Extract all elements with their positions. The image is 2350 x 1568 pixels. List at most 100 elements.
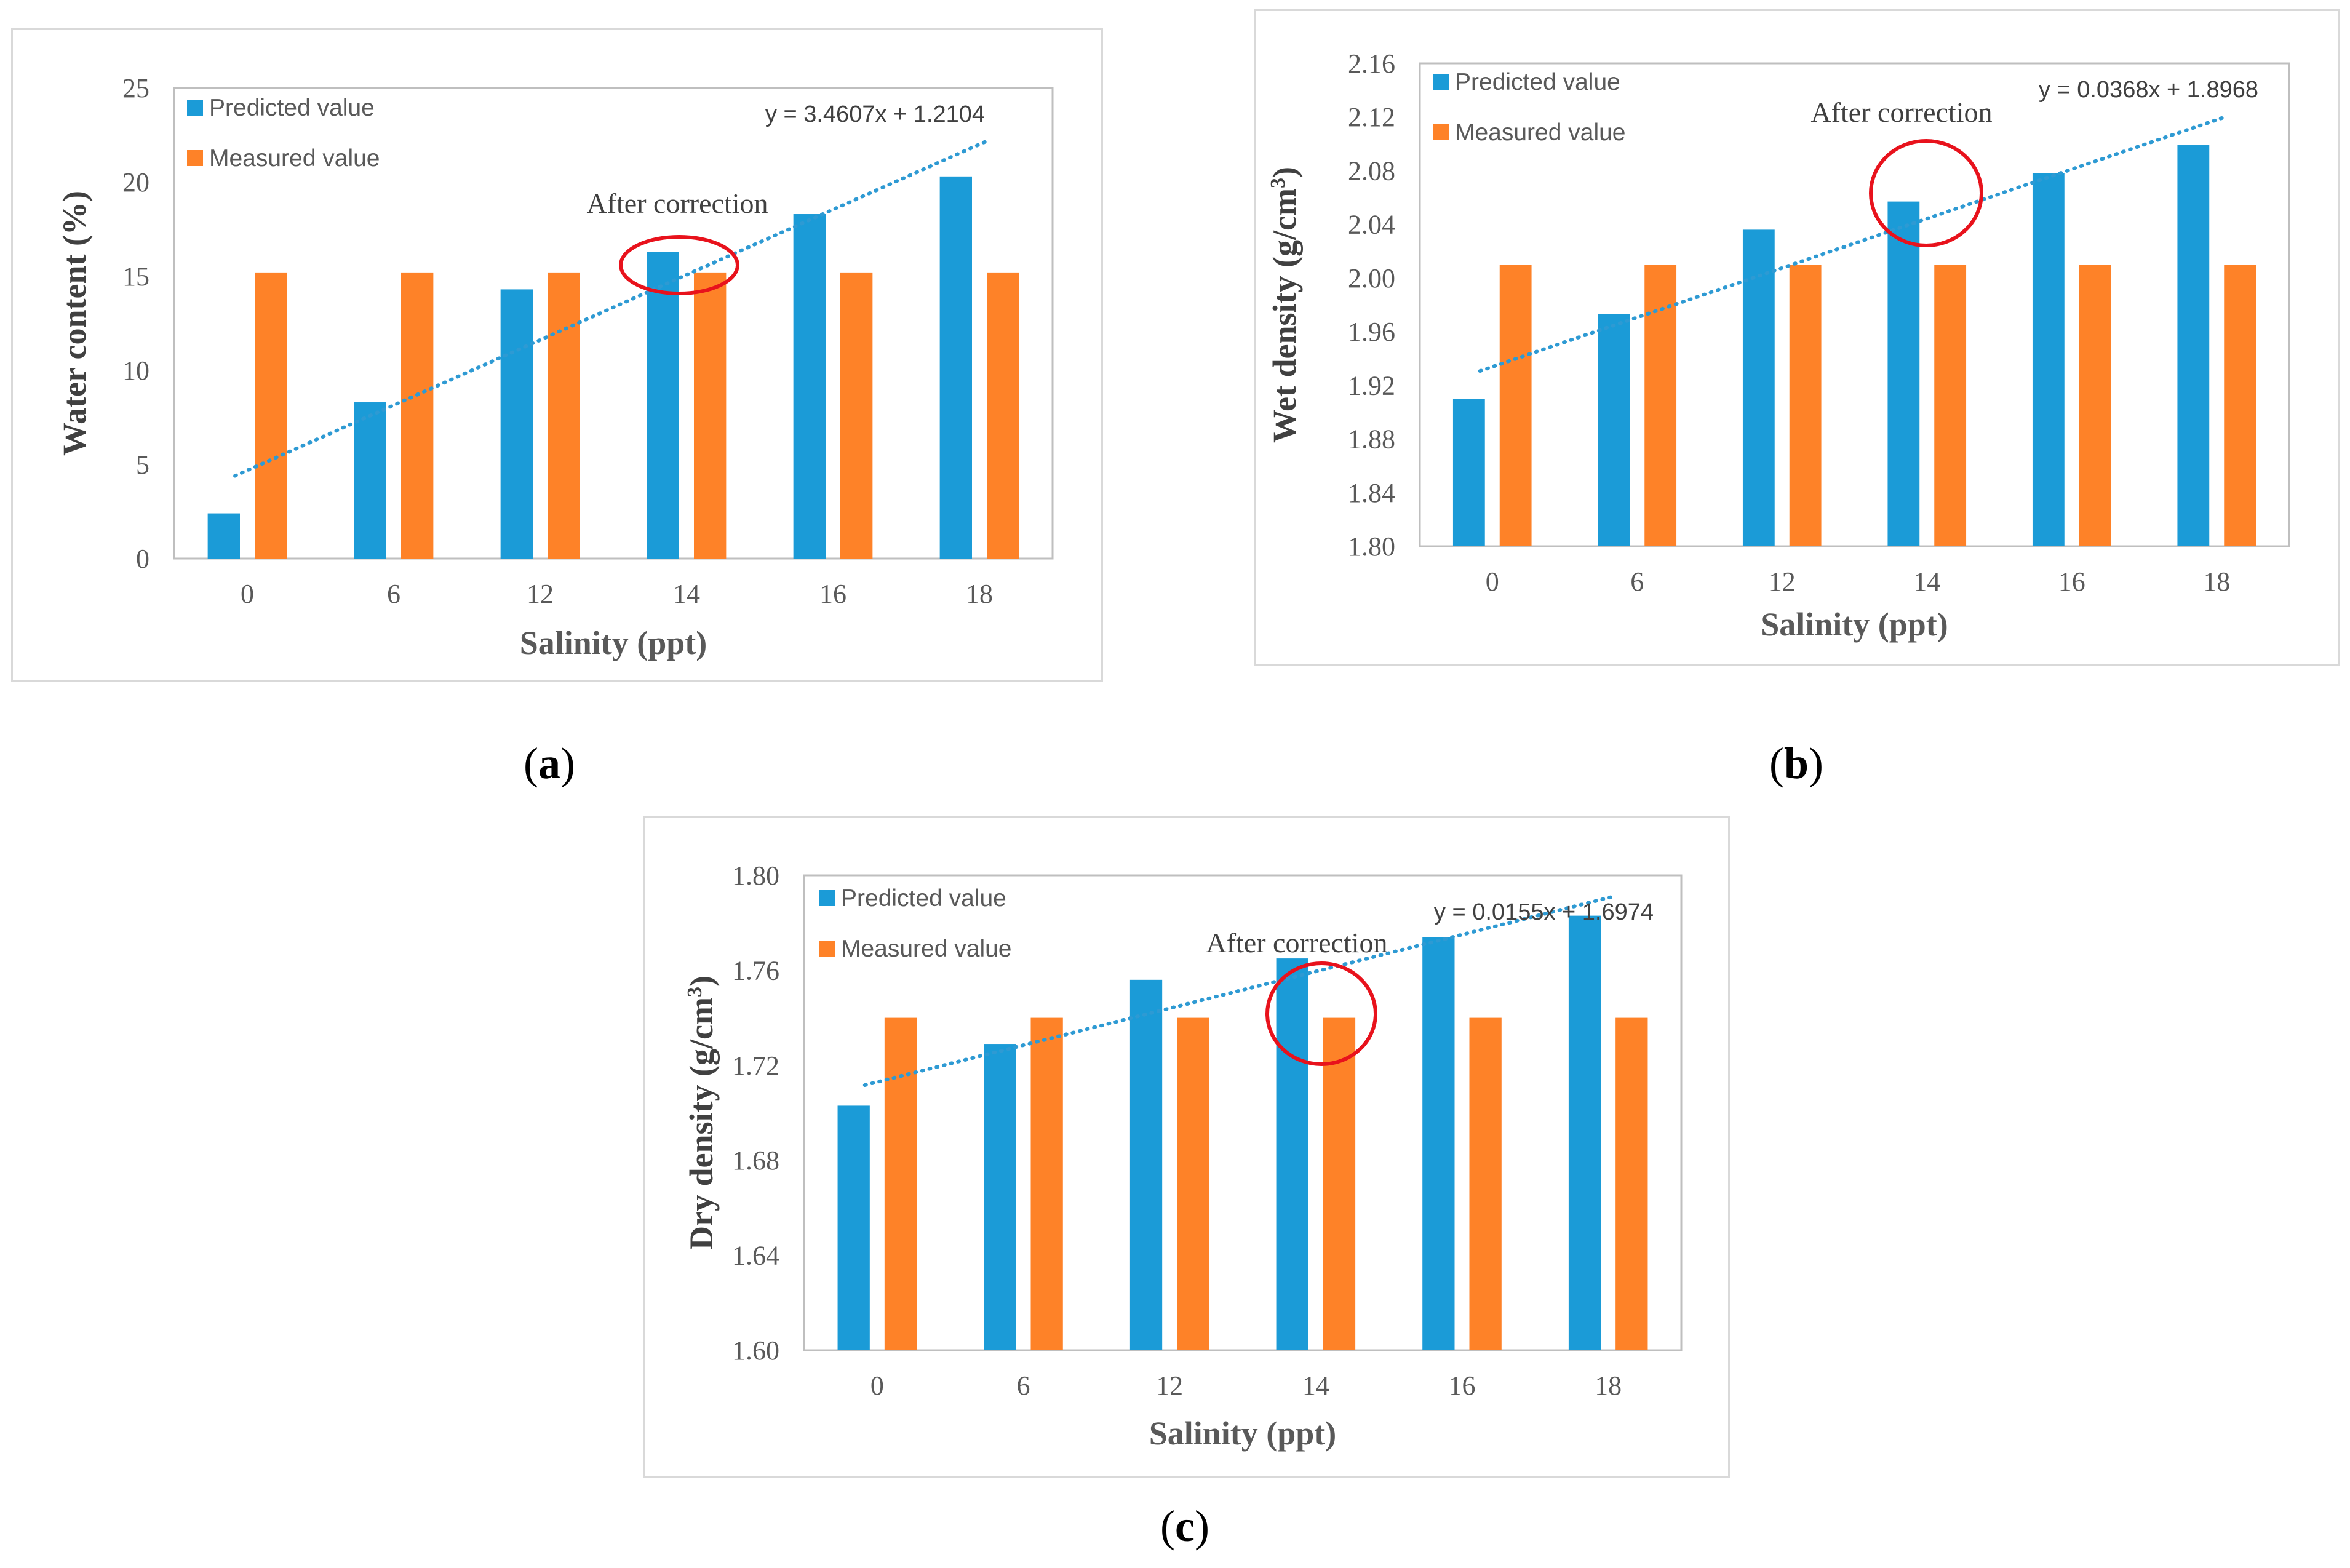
legend-swatch-predicted <box>187 100 203 116</box>
bar-predicted <box>647 252 679 559</box>
highlight-circle <box>1869 139 1983 247</box>
bar-measured <box>548 272 580 559</box>
bar-predicted <box>1742 229 1775 546</box>
bar-predicted <box>500 289 533 559</box>
bar-predicted <box>2032 173 2065 546</box>
y-tick-label: 2.16 <box>1348 49 1395 79</box>
caption-b: (b) <box>1769 739 1823 788</box>
bar-predicted <box>1129 979 1163 1350</box>
bar-predicted <box>1598 314 1630 546</box>
y-tick-label: 1.92 <box>1348 370 1395 400</box>
bar-measured <box>401 272 434 559</box>
plot-area <box>803 874 1683 1351</box>
x-tick-label: 6 <box>1017 1371 1030 1401</box>
bar-measured <box>1934 265 1967 546</box>
legend-swatch-predicted <box>819 890 835 906</box>
trendline <box>1478 116 2225 373</box>
chart-svg-c: 1.60 1.64 1.68 1.72 1.76 1.80 0 6 12 14 16 18 y = 0.… <box>683 861 1683 1452</box>
bar-predicted <box>939 176 972 559</box>
bar-measured <box>1177 1017 1209 1350</box>
x-tick-label: 14 <box>673 579 700 609</box>
y-axis-label: Wet density (g/cm3) <box>1266 167 1303 443</box>
chart-svg-a: 0 5 10 15 20 25 0 6 12 14 16 18 y = 3.4607x + 1.2104… <box>56 73 1054 661</box>
y-tick-label: 1.88 <box>1348 424 1395 455</box>
bar-predicted <box>984 1044 1016 1350</box>
bar-measured <box>1615 1017 1648 1350</box>
legend-label-measured: Measured value <box>209 145 380 172</box>
trendline-equation: y = 3.4607x + 1.2104 <box>765 101 985 127</box>
legend-label-measured: Measured value <box>841 936 1012 962</box>
x-tick-label: 0 <box>241 579 254 609</box>
bar-measured <box>694 272 727 559</box>
bar-measured <box>884 1017 917 1350</box>
y-tick-label: 15 <box>122 261 149 292</box>
annotation-text: After correction <box>586 188 768 219</box>
bar-predicted <box>2177 145 2210 546</box>
chart-panel-b: 1.80 1.84 1.88 1.92 1.96 2.00 2.04 2.08 2.12 2.16… <box>1254 9 2340 666</box>
annotation-text: After correction <box>1206 927 1387 958</box>
y-tick-label: 2.00 <box>1348 263 1395 293</box>
trendline-equation: y = 0.0368x + 1.8968 <box>2039 77 2258 103</box>
y-tick-label: 1.76 <box>732 955 779 985</box>
chart-panel-c: 1.60 1.64 1.68 1.72 1.76 1.80 0 6 12 14 16 18 y = 0.… <box>643 816 1730 1478</box>
bar-measured <box>987 272 1019 559</box>
x-tick-label: 14 <box>1302 1371 1329 1401</box>
trendline <box>862 894 1617 1087</box>
x-axis-label: Salinity (ppt) <box>520 624 707 661</box>
y-tick-label: 1.72 <box>732 1051 779 1081</box>
y-tick-label: 1.96 <box>1348 317 1395 347</box>
bar-measured <box>1030 1017 1063 1350</box>
y-tick-label: 0 <box>136 544 149 574</box>
x-tick-label: 18 <box>1595 1371 1622 1401</box>
y-tick-label: 1.80 <box>732 861 779 891</box>
bar-measured <box>1499 265 1532 546</box>
bar-predicted <box>837 1105 870 1350</box>
x-axis-label: Salinity (ppt) <box>1761 606 1948 643</box>
legend-label-predicted: Predicted value <box>209 95 375 121</box>
plot-area <box>173 87 1054 560</box>
x-tick-label: 12 <box>527 579 554 609</box>
bar-measured <box>2224 265 2256 546</box>
x-tick-label: 0 <box>870 1371 884 1401</box>
bar-predicted <box>354 402 386 559</box>
x-tick-label: 6 <box>387 579 400 609</box>
x-tick-label: 18 <box>2203 567 2230 597</box>
x-tick-label: 18 <box>966 579 993 609</box>
y-axis-label: Dry density (g/cm3) <box>683 976 720 1250</box>
bar-measured <box>840 272 873 559</box>
legend-swatch-measured <box>1433 124 1449 140</box>
bar-measured <box>2079 265 2111 546</box>
x-tick-label: 16 <box>819 579 846 609</box>
caption-a: (a) <box>524 739 575 788</box>
y-tick-label: 1.68 <box>732 1145 779 1176</box>
bar-measured <box>1469 1017 1502 1350</box>
chart-panel-a: 0 5 10 15 20 25 0 6 12 14 16 18 y = 3.4607x + 1.2104… <box>11 28 1103 682</box>
y-axis-label: Water content (%) <box>56 191 93 456</box>
bar-measured <box>255 272 287 559</box>
x-tick-label: 12 <box>1769 567 1796 597</box>
legend-label-measured: Measured value <box>1455 119 1626 146</box>
chart-svg-b: 1.80 1.84 1.88 1.92 1.96 2.00 2.04 2.08 2.12 2.16… <box>1266 49 2290 643</box>
legend-swatch-measured <box>187 150 203 166</box>
bar-predicted <box>1276 958 1308 1350</box>
legend-swatch-predicted <box>1433 74 1449 90</box>
highlight-circle <box>1265 961 1377 1066</box>
highlight-circle <box>619 235 739 295</box>
bar-predicted <box>1887 201 1920 546</box>
x-tick-label: 0 <box>1486 567 1499 597</box>
x-tick-label: 16 <box>2058 567 2085 597</box>
y-tick-label: 10 <box>122 356 149 386</box>
caption-c: (c) <box>1160 1502 1209 1551</box>
bar-predicted <box>207 513 240 559</box>
y-tick-label: 1.64 <box>732 1241 779 1271</box>
x-tick-label: 16 <box>1449 1371 1476 1401</box>
plot-area <box>1419 62 2290 547</box>
x-tick-label: 6 <box>1630 567 1644 597</box>
x-tick-label: 12 <box>1156 1371 1183 1401</box>
bar-predicted <box>1568 915 1601 1350</box>
legend-label-predicted: Predicted value <box>841 885 1006 912</box>
bar-measured <box>1789 265 1822 546</box>
y-tick-label: 1.60 <box>732 1335 779 1366</box>
legend-label-predicted: Predicted value <box>1455 69 1620 95</box>
y-tick-label: 20 <box>122 167 149 197</box>
